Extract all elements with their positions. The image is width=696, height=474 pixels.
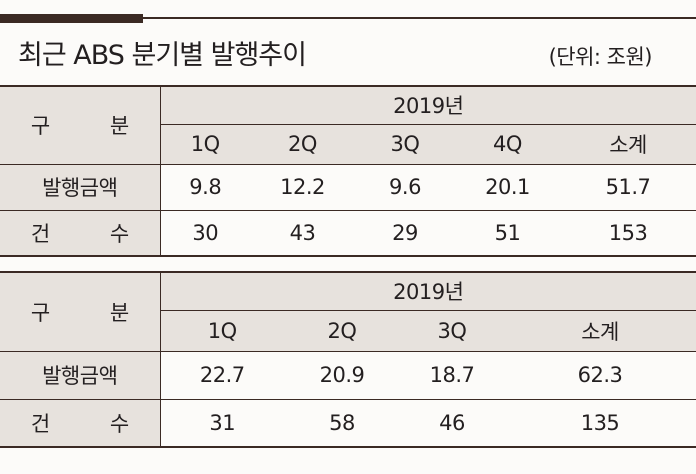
column-header: 3Q [437,318,467,343]
column-header: 소계 [609,133,647,157]
row-header-label: 구 분 [0,86,161,164]
table-cell: 51 [494,220,521,245]
abs-issuance-table-2: 구 분 2019년 1Q 2Q 3Q 소계 발행금액 22.7 20.9 18.… [0,271,696,448]
column-header: 소계 [581,319,619,344]
table-cell: 30 [192,220,219,245]
table-row: 발행금액 9.8 12.2 9.6 20.1 51.7 [0,164,696,210]
table-cell: 31 [209,410,236,435]
table-cell: 43 [289,220,316,245]
table-row: 발행금액 22.7 20.9 18.7 62.3 [0,351,696,399]
row-label-count: 건 수 [0,210,161,256]
table-cell: 9.8 [189,175,222,199]
table-cell: 62.3 [577,363,623,387]
column-header: 1Q [207,318,237,343]
page-title: 최근 ABS 분기별 발행추이 [18,40,307,71]
column-header: 4Q [493,132,522,156]
row-header-label: 구 분 [0,272,161,351]
column-header: 2Q [327,318,357,343]
column-header: 1Q [190,132,220,156]
table-row: 건 수 30 43 29 51 153 [0,210,696,256]
year-header: 2019년 [393,94,464,119]
year-header: 2019년 [393,280,464,305]
row-label-amount: 발행금액 [0,164,161,210]
table-cell: 20.9 [319,363,365,387]
abs-issuance-table-1: 구 분 2019년 1Q 2Q 3Q 4Q 소계 발행금액 9.8 12.2 9… [0,85,696,257]
table-cell: 9.6 [389,175,421,199]
row-label-count: 건 수 [0,399,161,447]
table-cell: 58 [329,410,355,435]
table-cell: 12.2 [280,175,325,199]
table-cell: 29 [392,220,418,245]
table-cell: 135 [580,410,620,435]
table-cell: 20.1 [485,175,530,199]
title-accent-bar [0,14,143,23]
column-header: 2Q [288,132,317,156]
column-header: 3Q [390,132,420,156]
table-cell: 18.7 [429,363,475,387]
table-cell: 46 [439,410,465,435]
table-cell: 153 [608,220,648,245]
table-cell: 51.7 [605,175,651,199]
unit-label: (단위: 조원) [548,45,653,69]
table-row: 건 수 31 58 46 135 [0,399,696,447]
table-cell: 22.7 [199,363,245,387]
row-label-amount: 발행금액 [0,351,161,399]
title-rule [143,17,696,19]
